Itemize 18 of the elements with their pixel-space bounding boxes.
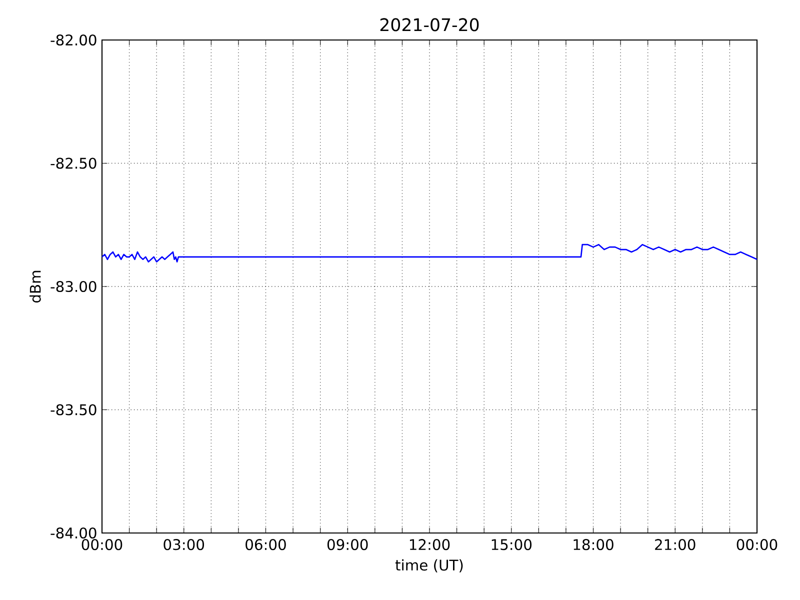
- y-tick-label: -83.00: [50, 280, 96, 292]
- x-tick-label: 21:00: [655, 539, 696, 550]
- chart-title: 2021-07-20: [380, 18, 479, 32]
- x-tick-label: 06:00: [246, 539, 286, 550]
- line-series: [102, 244, 758, 263]
- y-tick-label: -83.50: [50, 404, 96, 416]
- y-tick-label: -82.50: [50, 158, 96, 169]
- x-tick-label: 15:00: [492, 539, 532, 550]
- x-tick-label: 03:00: [164, 539, 204, 550]
- x-tick-label: 18:00: [574, 539, 614, 550]
- x-axis-title: time (UT): [395, 559, 463, 572]
- x-tick-label: 09:00: [327, 539, 368, 550]
- y-tick-label: -82.00: [50, 34, 96, 46]
- y-tick-label: -84.00: [50, 527, 96, 539]
- x-tick-label: 12:00: [410, 539, 450, 550]
- x-tick-label: 00:00: [736, 539, 778, 550]
- y-axis-title: dBm: [30, 270, 41, 303]
- x-tick-label: 00:00: [82, 539, 122, 550]
